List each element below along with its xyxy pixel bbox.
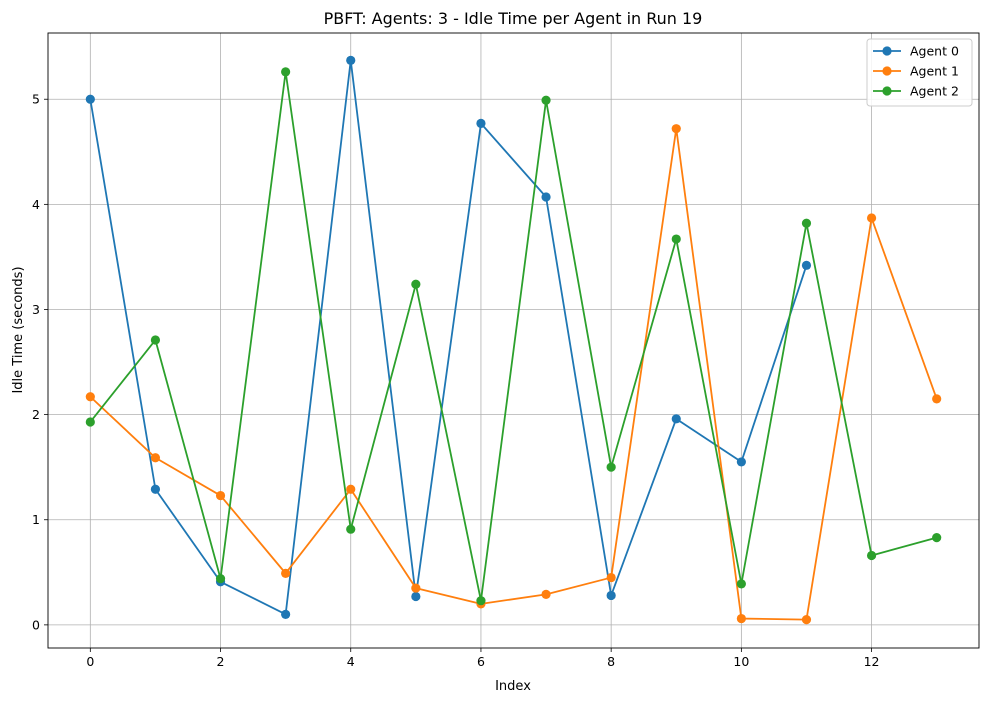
x-axis-label: Index	[495, 679, 531, 694]
legend-entry-label: Agent 0	[910, 44, 959, 59]
data-point	[801, 218, 812, 228]
y-tick-label: 2	[32, 407, 40, 422]
legend-box	[866, 38, 973, 107]
data-point	[866, 550, 877, 561]
x-tick-label: 8	[607, 654, 615, 669]
data-point	[541, 95, 551, 105]
series-line	[89, 59, 808, 616]
legend-entry-label: Agent 1	[910, 64, 959, 79]
x-tick-label: 4	[347, 654, 355, 669]
data-point	[801, 615, 812, 625]
data-point	[215, 490, 226, 501]
data-point	[736, 613, 746, 624]
series-line	[89, 127, 938, 621]
data-point	[801, 260, 812, 270]
legend-entry-label: Agent 2	[910, 84, 959, 99]
data-point	[150, 484, 161, 494]
x-tick-label: 12	[864, 654, 880, 669]
data-point	[671, 414, 681, 424]
legend-marker	[882, 66, 892, 76]
series-lines	[85, 55, 942, 625]
series-agent-2	[85, 67, 942, 606]
data-point	[476, 596, 486, 606]
data-point	[606, 462, 616, 472]
x-tick-label: 2	[217, 654, 225, 669]
data-point	[736, 579, 746, 589]
data-point	[606, 590, 616, 601]
data-point	[346, 524, 356, 534]
data-point	[932, 394, 942, 404]
x-tick-label: 6	[477, 654, 485, 669]
y-tick-label: 3	[32, 302, 40, 317]
data-point	[281, 609, 291, 619]
data-point	[150, 335, 161, 345]
data-point	[346, 484, 356, 494]
y-tick-label: 0	[32, 617, 40, 632]
legend: Agent 0 Agent 1 Agent 2	[866, 38, 973, 107]
data-point	[606, 572, 616, 583]
data-point	[541, 589, 551, 599]
data-point	[411, 583, 421, 593]
data-point	[671, 234, 681, 244]
legend-marker	[882, 46, 892, 56]
plot-frame	[47, 32, 980, 649]
data-point	[85, 392, 95, 402]
x-tick-label: 10	[733, 654, 749, 669]
legend-marker	[882, 86, 892, 96]
data-point	[411, 591, 421, 602]
data-point	[281, 568, 291, 578]
series-line	[89, 71, 937, 602]
data-point	[215, 574, 226, 584]
data-point	[281, 67, 291, 77]
data-point	[671, 124, 681, 134]
y-tick-label: 1	[32, 512, 40, 527]
data-point	[346, 55, 356, 65]
data-point	[932, 533, 942, 543]
data-point	[866, 213, 877, 223]
chart-title: PBFT: Agents: 3 - Idle Time per Agent in…	[324, 9, 703, 28]
data-point	[476, 118, 486, 129]
y-axis-label: Idle Time (seconds)	[11, 266, 26, 393]
data-point	[150, 453, 161, 463]
data-point	[736, 457, 746, 467]
y-tick-label: 5	[32, 92, 40, 107]
data-point	[411, 279, 421, 289]
series-agent-0	[85, 55, 812, 619]
series-agent-1	[85, 124, 942, 625]
data-point	[85, 94, 95, 104]
y-tick-label: 4	[32, 197, 40, 212]
x-tick-label: 0	[86, 654, 94, 669]
data-point	[541, 192, 551, 202]
data-point	[85, 417, 95, 427]
